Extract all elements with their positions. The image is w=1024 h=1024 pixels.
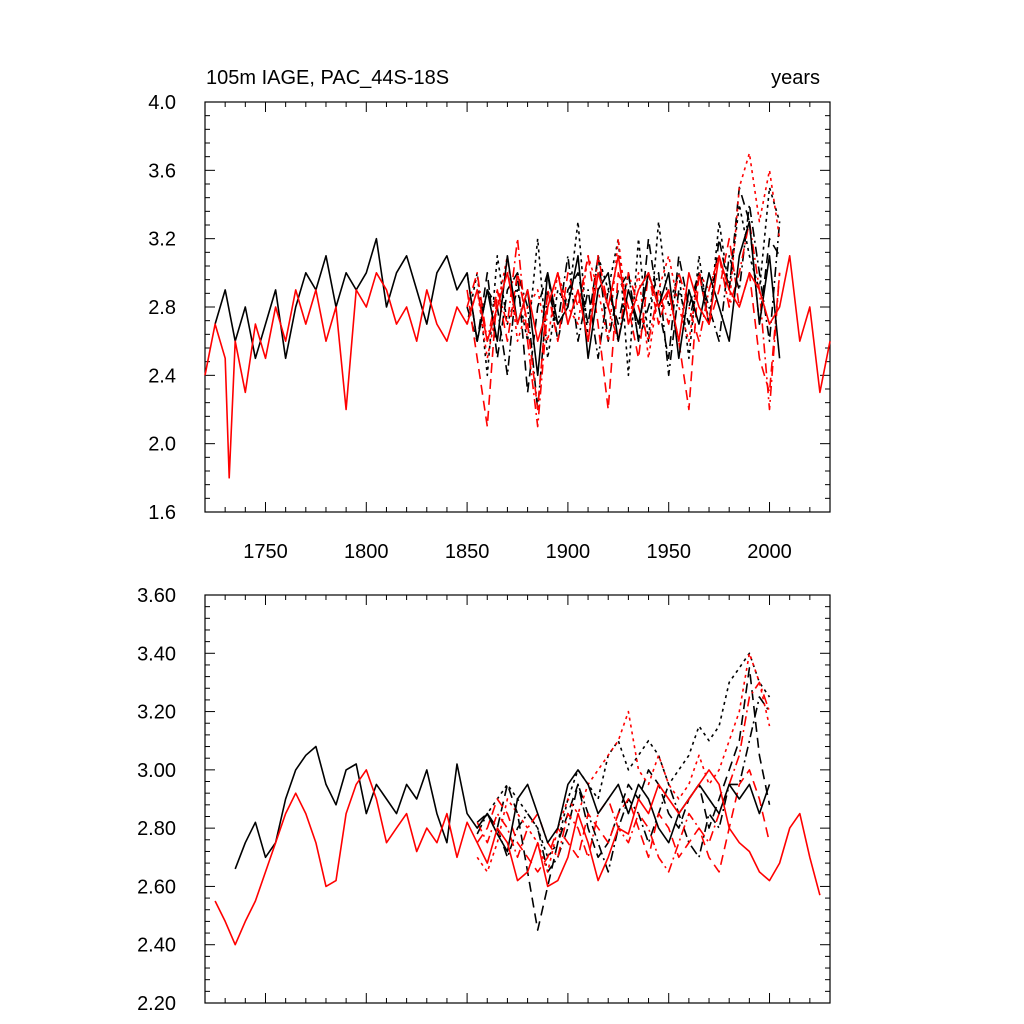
top-y-tick-label: 4.0: [148, 92, 176, 114]
top-y-tick-label: 2.8: [148, 297, 176, 319]
bottom-series-2: [476, 652, 771, 859]
top-series-6: [466, 220, 781, 428]
top-title-right: years: [771, 67, 820, 89]
top-series-3: [466, 203, 781, 411]
top-x-tick-label: 1800: [344, 541, 389, 563]
top-y-tick-label: 1.6: [148, 502, 176, 524]
bottom-y-tick-label: 2.20: [137, 993, 176, 1015]
top-series-7: [214, 220, 781, 377]
bottom-y-tick-label: 3.60: [137, 585, 176, 607]
top-x-tick-label: 1850: [445, 541, 490, 563]
top-plot-area: 1750 1800 1850 1900 1950 2000 1.6 2.0 2.4 2.8 3.2 3…: [148, 92, 831, 563]
panel-bottom: 2.20 2.40 2.60 2.80 3.00 3.20 3.40 3.60: [137, 585, 831, 1015]
top-series-2: [466, 186, 781, 377]
bottom-plot-frame: [204, 594, 831, 1004]
top-x-tick-label: 1900: [546, 541, 591, 563]
bottom-y-tick-label: 3.00: [137, 760, 176, 782]
top-x-tick-label: 1950: [646, 541, 691, 563]
bottom-series-4: [476, 769, 771, 873]
bottom-y-tick-label: 3.20: [137, 702, 176, 724]
top-y-tick-label: 3.6: [148, 160, 176, 182]
top-x-tick-label: 1750: [243, 541, 288, 563]
bottom-series-6: [476, 681, 771, 873]
top-y-tick-label: 2.0: [148, 434, 176, 456]
top-series-8: [204, 255, 831, 479]
top-x-tick-label: 2000: [747, 541, 792, 563]
bottom-y-tick-label: 2.40: [137, 935, 176, 957]
bottom-y-tick-label: 2.80: [137, 818, 176, 840]
top-y-tick-label: 2.4: [148, 365, 176, 387]
panel-top: 105m IAGE, PAC_44S-18S years 1750 1800 185…: [148, 67, 831, 563]
bottom-series-8: [214, 769, 821, 946]
bottom-y-tick-label: 2.60: [137, 876, 176, 898]
bottom-plot-area: 2.20 2.40 2.60 2.80 3.00 3.20 3.40 3.60: [137, 585, 831, 1015]
bottom-y-tick-label: 3.40: [137, 643, 176, 665]
top-y-tick-label: 3.2: [148, 229, 176, 251]
top-title-left: 105m IAGE, PAC_44S-18S: [206, 67, 449, 89]
bottom-series-5: [476, 652, 771, 873]
bottom-series-3: [476, 696, 771, 873]
